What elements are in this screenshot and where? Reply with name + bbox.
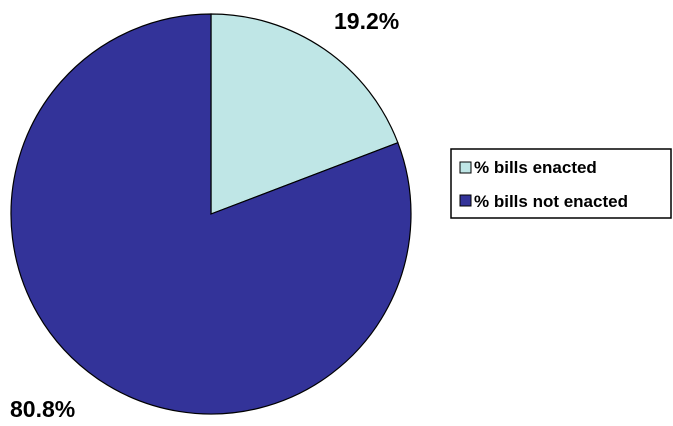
slice-label-enacted: 19.2% bbox=[334, 8, 399, 34]
legend-swatch-enacted bbox=[459, 161, 472, 174]
pie-slices bbox=[10, 13, 412, 415]
pie-slice-not-enacted bbox=[10, 13, 412, 415]
pie-slice-enacted bbox=[210, 13, 399, 215]
slice-label-not-enacted: 80.8% bbox=[10, 396, 75, 421]
legend: % bills enacted % bills not enacted bbox=[450, 148, 672, 219]
legend-label-enacted: % bills enacted bbox=[474, 158, 597, 177]
legend-label-not-enacted: % bills not enacted bbox=[474, 192, 628, 211]
legend-box bbox=[450, 148, 672, 219]
legend-swatch-not-enacted bbox=[459, 194, 472, 207]
